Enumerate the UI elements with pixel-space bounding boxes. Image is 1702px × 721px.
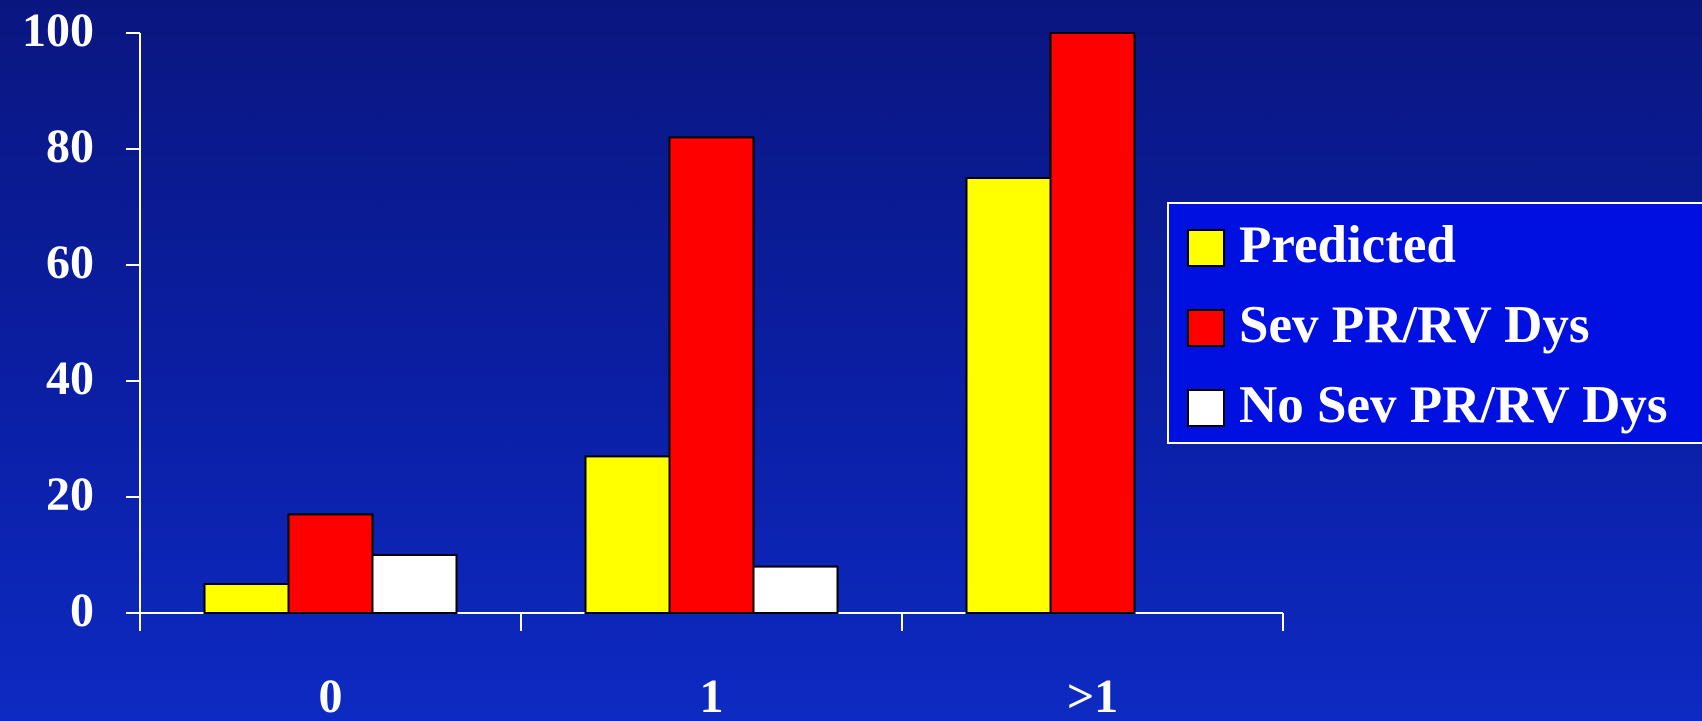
y-tick-label: 40 — [46, 352, 94, 405]
y-tick-label: 100 — [22, 4, 94, 57]
x-tick-label: 1 — [700, 670, 724, 721]
bar-sev-pr-rv-dys-2 — [1049, 32, 1136, 614]
bar-sev-pr-rv-dys-0 — [287, 513, 374, 615]
legend-swatch — [1187, 229, 1225, 267]
y-tick-label: 60 — [46, 236, 94, 289]
chart-legend: Predicted Sev PR/RV Dys No Sev PR/RV Dys — [1167, 202, 1702, 444]
x-tick-label: 0 — [319, 670, 343, 721]
bar-predicted-2 — [965, 177, 1052, 614]
x-tick-label: >1 — [1067, 670, 1118, 721]
chart-bars — [203, 32, 1136, 615]
bar-predicted-1 — [584, 455, 671, 614]
legend-swatch — [1187, 389, 1225, 427]
y-tick-label: 80 — [46, 120, 94, 173]
legend-label: Sev PR/RV Dys — [1239, 296, 1590, 354]
chart-axes: 0 20 40 60 80 100 0 1 >1 — [22, 4, 1284, 721]
bar-no-sev-pr-rv-dys-1 — [752, 565, 839, 614]
y-tick-label: 20 — [46, 468, 94, 521]
legend-label: Predicted — [1239, 216, 1456, 274]
bar-no-sev-pr-rv-dys-0 — [371, 554, 458, 614]
y-tick-label: 0 — [70, 584, 94, 637]
legend-swatch — [1187, 309, 1225, 347]
legend-box — [1167, 202, 1702, 444]
legend-label: No Sev PR/RV Dys — [1239, 376, 1668, 434]
bar-predicted-0 — [203, 583, 290, 614]
bar-sev-pr-rv-dys-1 — [668, 136, 755, 614]
